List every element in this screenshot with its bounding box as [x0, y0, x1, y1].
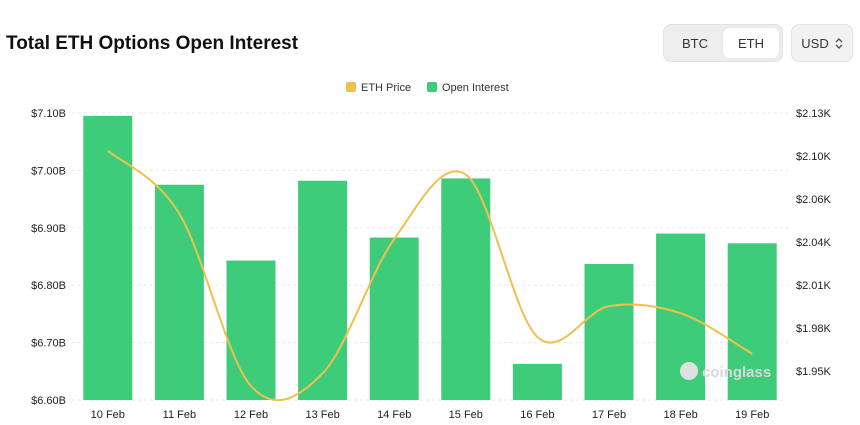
currency-label: USD — [801, 35, 829, 51]
y-right-tick-label: $2.01K — [796, 280, 832, 292]
watermark-text: coinglass — [702, 364, 771, 381]
y-right-tick-label: $1.95K — [796, 366, 832, 378]
bar — [441, 178, 491, 400]
y-left-tick-label: $7.00B — [31, 165, 66, 177]
y-left-tick-label: $6.80B — [31, 280, 66, 292]
x-tick-label: 15 Feb — [449, 409, 483, 421]
legend-swatch-open-interest — [427, 82, 437, 92]
x-tick-label: 19 Feb — [735, 409, 769, 421]
legend-swatch-eth-price — [346, 82, 356, 92]
y-left-tick-label: $6.90B — [31, 223, 66, 235]
bar-series — [83, 115, 777, 401]
coinglass-logo-icon — [680, 362, 698, 380]
bar — [584, 263, 634, 400]
chevron-up-down-icon — [835, 37, 843, 50]
x-tick-label: 13 Feb — [305, 409, 339, 421]
legend-label-eth-price: ETH Price — [361, 82, 411, 94]
left-axis: $6.60B $6.70B $6.80B $6.90B $7.00B $7.10B — [31, 108, 66, 407]
currency-select[interactable]: USD — [791, 24, 853, 62]
x-tick-label: 11 Feb — [163, 409, 196, 421]
eth-price-line — [107, 150, 753, 402]
bar — [154, 184, 204, 400]
y-left-tick-label: $6.70B — [31, 338, 66, 350]
y-right-tick-label: $2.13K — [796, 108, 832, 120]
x-tick-label: 16 Feb — [520, 409, 554, 421]
tab-eth[interactable]: ETH — [723, 28, 779, 58]
tab-btc[interactable]: BTC — [682, 35, 708, 51]
page-title: Total ETH Options Open Interest — [6, 33, 299, 54]
bar — [512, 363, 562, 400]
bar — [656, 233, 706, 400]
y-right-tick-label: $2.10K — [796, 151, 832, 163]
watermark: coinglass — [680, 362, 771, 381]
y-left-tick-label: $7.10B — [31, 108, 66, 120]
x-tick-label: 18 Feb — [663, 409, 697, 421]
bar — [369, 237, 419, 400]
asset-toggle: BTC ETH — [663, 24, 783, 62]
y-right-tick-label: $2.04K — [796, 237, 832, 249]
bar — [298, 180, 348, 400]
y-right-tick-label: $2.06K — [796, 194, 832, 206]
y-right-tick-label: $1.98K — [796, 323, 832, 335]
x-tick-label: 17 Feb — [592, 409, 626, 421]
x-axis: 10 Feb 11 Feb 12 Feb 13 Feb 14 Feb 15 Feb 16 F… — [91, 409, 770, 421]
y-left-tick-label: $6.60B — [31, 395, 66, 407]
bar — [83, 115, 133, 401]
x-tick-label: 14 Feb — [377, 409, 411, 421]
x-tick-label: 12 Feb — [234, 409, 268, 421]
legend: ETH Price Open Interest — [346, 82, 509, 94]
x-tick-label: 10 Feb — [91, 409, 125, 421]
bar — [727, 243, 777, 400]
bar — [226, 260, 276, 400]
legend-label-open-interest: Open Interest — [442, 82, 509, 94]
line-series — [107, 150, 753, 402]
right-axis: $1.95K $1.98K $2.01K $2.04K $2.06K $2.10K $2.1… — [796, 108, 832, 378]
